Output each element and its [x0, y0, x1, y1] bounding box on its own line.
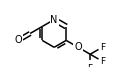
Text: F: F [88, 64, 93, 67]
Text: O: O [74, 42, 82, 52]
Text: N: N [50, 15, 58, 25]
Text: F: F [100, 57, 105, 66]
Text: O: O [14, 35, 22, 45]
Text: F: F [100, 43, 105, 52]
